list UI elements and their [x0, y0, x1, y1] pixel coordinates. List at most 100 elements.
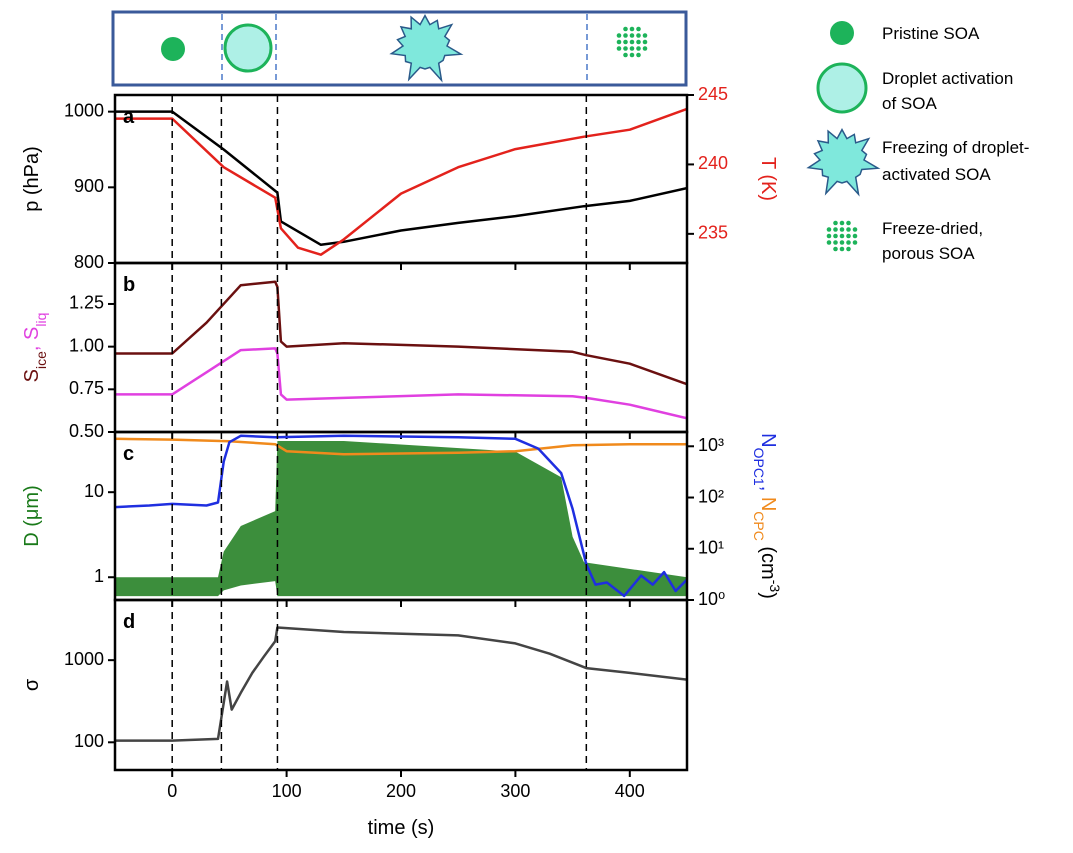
- axis-label-part: ice: [33, 351, 49, 369]
- y-tick-label: 1: [94, 566, 104, 586]
- dot: [826, 233, 832, 239]
- y-axis-label: σ: [21, 678, 43, 691]
- frozen-icon: [389, 14, 464, 83]
- dot: [642, 46, 648, 51]
- legend: Pristine SOA Droplet activation of SOA F…: [806, 21, 1029, 263]
- y2-axis-label: T (K): [757, 157, 779, 201]
- legend-label: Pristine SOA: [882, 24, 980, 43]
- dot: [852, 233, 858, 239]
- axis-label-part: -3: [767, 580, 783, 593]
- x-tick-label: 0: [167, 781, 177, 801]
- legend-icon: [826, 220, 858, 252]
- dot: [839, 233, 845, 239]
- y-tick-label: 1.25: [69, 293, 104, 313]
- dot: [623, 33, 628, 38]
- dot: [833, 233, 838, 239]
- panel: 0 100 200 300 400 time (s) 100 1000 d σ: [21, 598, 689, 839]
- axis-label-part: CPC: [751, 511, 767, 541]
- line: [115, 347, 687, 420]
- axis-label-part: liq: [33, 313, 49, 327]
- axes-frame: [113, 261, 689, 434]
- axes-frame: [113, 93, 689, 265]
- panel: 0.50 0.75 1.00 1.25 b Sice, Sliq: [21, 261, 689, 441]
- panel-label: a: [123, 106, 135, 128]
- dot: [839, 227, 845, 232]
- y2-tick-label: 240: [698, 153, 728, 173]
- droplet-icon: [223, 23, 273, 73]
- panel: 800 900 1000 235 240 245 a p (hPa) T (K): [21, 84, 779, 272]
- y2-tick-label: 235: [698, 223, 728, 243]
- dot: [846, 246, 851, 252]
- y2-axis-label: NOPC1, NCPC (cm-3): [751, 433, 783, 599]
- y-tick-label: 1000: [64, 100, 104, 120]
- plot-area: [115, 626, 687, 742]
- porous-icon: [616, 26, 648, 58]
- schematic: [111, 10, 688, 87]
- dot: [846, 220, 851, 226]
- axis-label-part: S: [21, 369, 43, 382]
- line: [115, 434, 687, 598]
- dot: [833, 240, 838, 245]
- dot: [636, 33, 641, 38]
- line: [115, 280, 687, 386]
- plot-area: [115, 107, 687, 256]
- line: [115, 110, 687, 247]
- dot: [629, 26, 635, 32]
- dot: [833, 227, 838, 232]
- y-tick-label: 1.00: [69, 335, 104, 355]
- y-tick-label: 100: [74, 731, 104, 751]
- pristine-icon: [161, 37, 185, 61]
- y-tick-label: 0.50: [69, 421, 104, 441]
- axis-label-part: D (μm): [21, 485, 43, 547]
- dot: [629, 33, 635, 38]
- axes-frame: [113, 598, 689, 772]
- dot: [826, 240, 832, 245]
- axis-label-part: p (hPa): [21, 146, 43, 212]
- legend-icon: [806, 128, 881, 197]
- dot: [623, 26, 628, 32]
- dot: [826, 227, 832, 232]
- axis-label-part: N: [757, 497, 779, 511]
- axis-label-part: (cm: [757, 541, 779, 580]
- y-axis-label: D (μm): [21, 485, 43, 547]
- dot: [616, 39, 622, 45]
- y2-tick-label: 10¹: [698, 538, 724, 558]
- line: [115, 107, 687, 256]
- axis-label-part: ): [757, 592, 779, 599]
- legend-label: of SOA: [882, 94, 937, 113]
- y-tick-label: 10: [84, 481, 104, 501]
- dot: [616, 46, 622, 51]
- dot: [833, 220, 838, 226]
- dot: [629, 46, 635, 51]
- y-tick-label: 0.75: [69, 378, 104, 398]
- dot: [623, 46, 628, 51]
- panel-label: c: [123, 443, 134, 465]
- dot: [636, 26, 641, 32]
- y2-tick-label: 10⁰: [698, 589, 725, 609]
- y-tick-label: 800: [74, 252, 104, 272]
- y2-tick-label: 245: [698, 84, 728, 104]
- dot: [839, 240, 845, 245]
- panel-label: d: [123, 611, 135, 633]
- dot: [616, 33, 622, 38]
- axis-label-part: σ: [21, 678, 43, 691]
- dot: [833, 246, 838, 252]
- axis-label-part: ,: [757, 486, 779, 497]
- y-axis-label: Sice, Sliq: [21, 313, 49, 383]
- legend-label: porous SOA: [882, 244, 975, 263]
- x-tick-label: 300: [500, 781, 530, 801]
- y-tick-label: 1000: [64, 649, 104, 669]
- dot: [846, 240, 851, 245]
- dot: [636, 52, 641, 58]
- legend-label: Droplet activation: [882, 69, 1013, 88]
- legend-icon: [816, 62, 868, 114]
- y-axis-label: p (hPa): [21, 146, 43, 212]
- y2-tick-label: 10²: [698, 486, 724, 506]
- scatter-envelope: [115, 441, 687, 597]
- plot-area: [115, 280, 687, 420]
- x-tick-label: 400: [615, 781, 645, 801]
- dot: [846, 227, 851, 232]
- line: [115, 626, 687, 742]
